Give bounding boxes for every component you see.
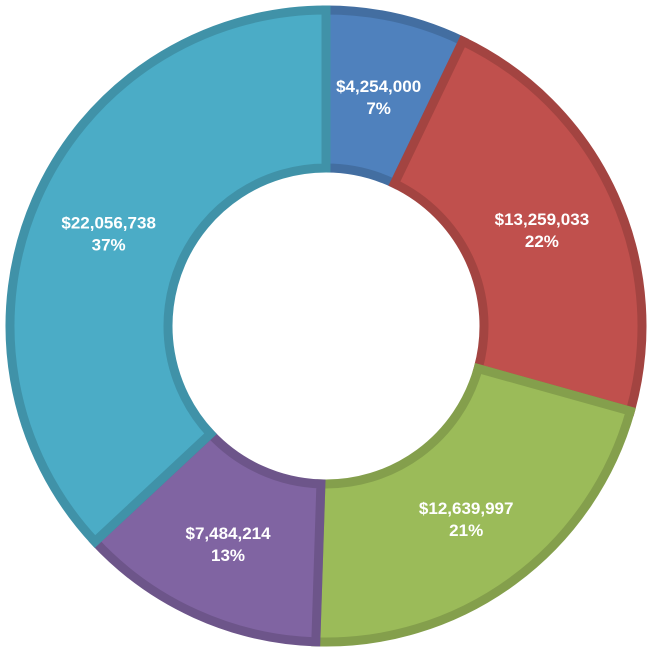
slice-percent-label-4: 37%	[92, 236, 126, 255]
donut-slice-4	[5, 5, 331, 548]
slice-percent-label-2: 21%	[449, 521, 483, 540]
slice-value-label-0: $4,254,000	[336, 77, 421, 96]
slice-percent-label-3: 13%	[211, 546, 245, 565]
slice-value-label-3: $7,484,214	[185, 524, 271, 543]
donut-slice-3	[88, 427, 326, 647]
slice-value-label-4: $22,056,738	[61, 214, 156, 233]
donut-slice-1	[388, 35, 647, 417]
slice-percent-label-1: 22%	[525, 232, 559, 251]
slice-value-label-2: $12,639,997	[419, 499, 514, 518]
slice-percent-label-0: 7%	[366, 99, 391, 118]
slice-value-label-1: $13,259,033	[495, 210, 590, 229]
donut-slice-2	[311, 362, 636, 647]
